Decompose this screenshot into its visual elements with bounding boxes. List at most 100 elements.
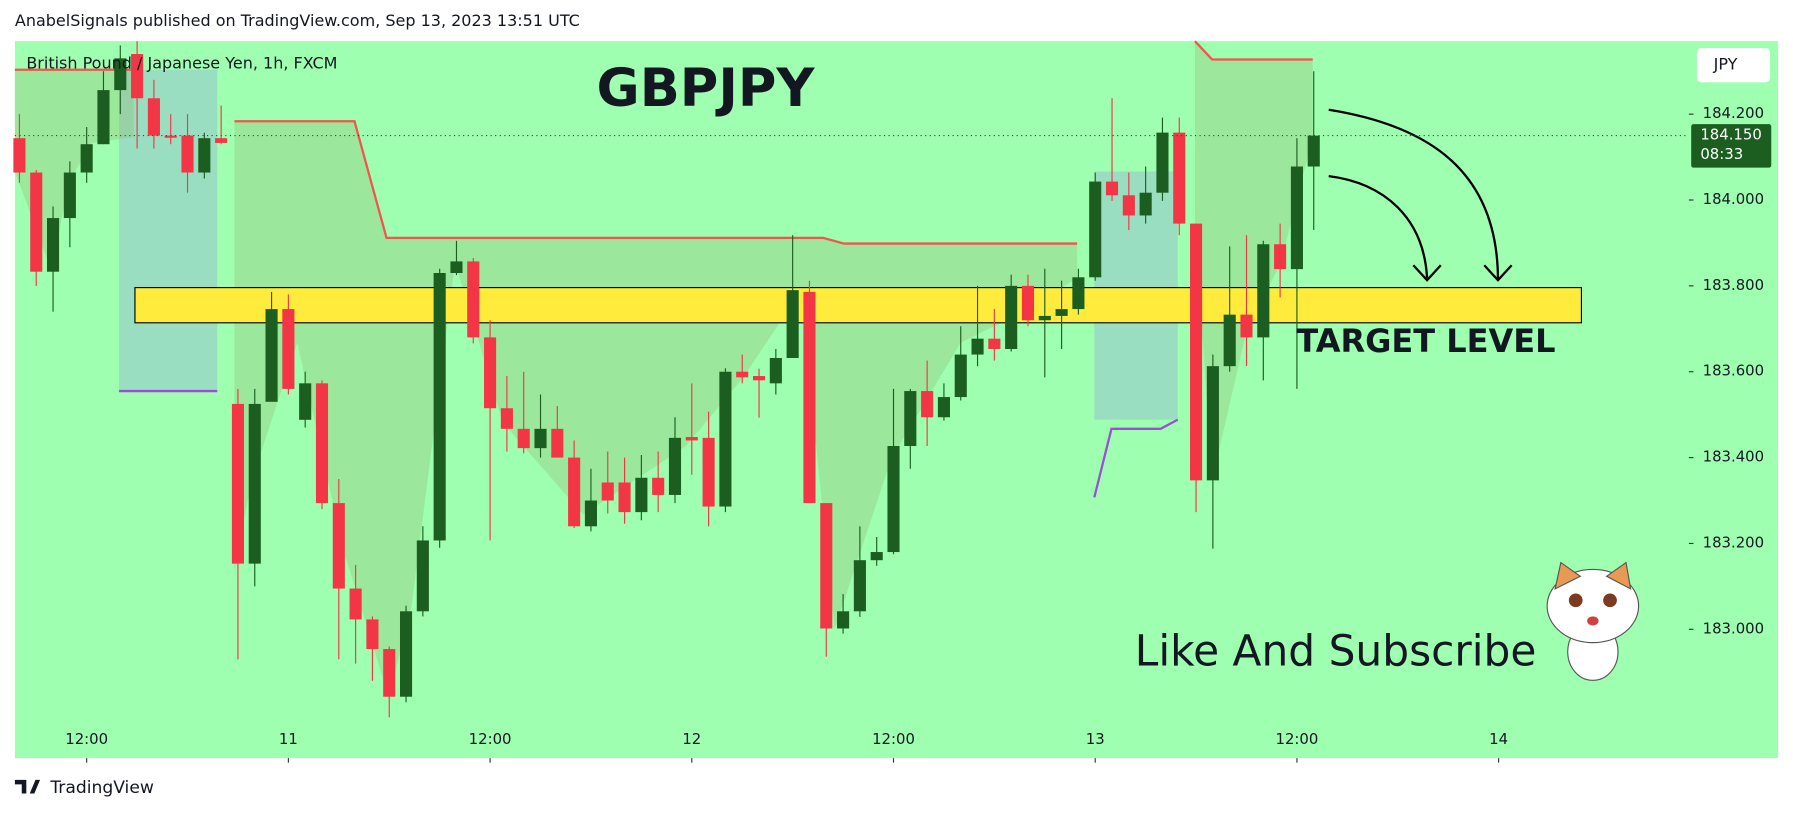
candle-body [921,391,934,418]
candle-body [97,90,110,145]
y-tick-label: 183.600 [1703,362,1764,380]
candle-body [131,54,144,99]
candle-body [618,482,631,513]
candle-body [1257,244,1270,338]
target-label: TARGET LEVEL [1296,322,1555,360]
last-price-label: 184.150 [1700,126,1761,144]
x-tick-label: 12:00 [1276,730,1319,748]
candle-body [80,144,93,173]
last-price-box [1691,124,1772,168]
candle-body [30,172,43,272]
candle-body [1139,192,1152,216]
candle-body [937,397,950,418]
y-tick-label: 183.000 [1703,619,1764,637]
candle-body [315,383,329,504]
candle-body [433,272,446,541]
candle-body [904,391,917,447]
candle-body [971,338,984,355]
y-tick-label: 183.800 [1703,276,1764,294]
x-tick-label: 12:00 [872,730,915,748]
candle-body [467,261,480,338]
candle-body [1122,195,1135,216]
candle-body [1173,132,1186,224]
candle-body [484,337,497,409]
candle-body [1105,181,1119,196]
candle-body [685,436,698,441]
candle-body [248,403,261,564]
candle-body [1274,244,1287,270]
candle-body [1038,315,1051,321]
candle-body [366,619,379,650]
x-tick-label: 11 [279,730,298,748]
indicator-overlay [14,40,1313,698]
symbol-info: British Pound / Japanese Yen, 1h, FXCM [26,54,337,73]
candle-body [13,138,26,173]
x-tick-label: 12:00 [469,730,512,748]
candle-body [1055,309,1068,316]
candle-body [652,477,665,495]
candle-body [988,338,1001,349]
symbol-title: GBPJPY [597,58,816,119]
candle-body [114,58,127,91]
candle-body [837,611,850,629]
candle-body [399,611,413,697]
candle-body [584,500,597,527]
candle-body [752,376,766,381]
arrows [1328,108,1513,282]
candle-body [500,408,513,429]
currency-label: JPY [1713,55,1738,74]
candle-body [198,138,211,173]
candle-body [786,290,799,358]
candle-body [1156,132,1169,193]
candle-body [147,98,160,136]
x-tick-label: 13 [1086,730,1105,748]
candle-body [265,309,278,402]
y-tick-label: 183.200 [1703,533,1764,551]
candle-body [46,218,60,272]
candle-body [1021,285,1035,321]
candle-body [1206,366,1219,481]
footer-logo [14,779,41,794]
candle-body [299,383,312,420]
cat-sticker [1546,561,1640,681]
y-tick-label: 184.000 [1703,190,1764,208]
candle-body [416,540,429,612]
x-tick-label: 12:00 [65,730,108,748]
candle-body [231,403,245,564]
candle-body [736,371,749,378]
y-tick-label: 183.400 [1703,448,1764,466]
candle-body [568,457,581,527]
header: AnabelSignals published on TradingView.c… [15,11,580,30]
candle-body [63,172,76,219]
candle-body [1190,223,1203,481]
candle-body [1240,314,1253,338]
candle-body [215,138,228,143]
y-tick-label: 184.200 [1703,104,1764,122]
candle-body [719,371,732,507]
subscribe-text: Like And Subscribe [1135,627,1537,676]
candle-body [702,437,715,507]
candle-body [349,588,362,620]
candle-body [1089,181,1102,278]
candle-body [870,552,883,561]
candle-body [954,354,967,398]
candle-body [181,135,194,173]
candle-body [820,503,833,629]
candle-body [164,135,177,138]
candle-body [450,261,463,273]
candle-body [601,482,614,501]
candle-body [1072,277,1085,310]
candle-body [668,437,682,495]
currency-box[interactable] [1696,48,1771,83]
candle-body [517,428,530,449]
candle-body [383,649,396,697]
candle-body [332,503,345,589]
candle-body [1307,135,1320,167]
candle-body [769,357,782,384]
x-tick-label: 14 [1489,730,1508,748]
footer: TradingView [49,778,154,798]
candle-body [887,446,900,553]
candle-body [282,309,295,389]
candle-body [853,560,866,612]
